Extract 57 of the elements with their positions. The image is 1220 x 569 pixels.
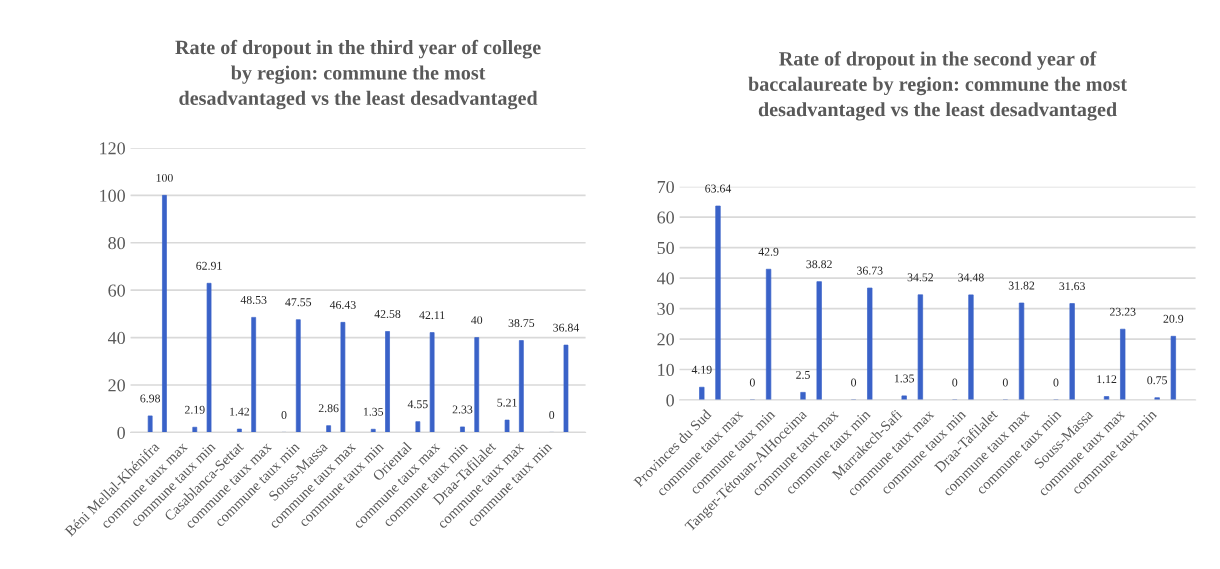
- y-tick-label: 100: [100, 189, 125, 202]
- data-label: 0: [1002, 378, 1008, 387]
- data-label: 48.53: [240, 295, 267, 304]
- data-label: 31.63: [1059, 282, 1085, 291]
- data-label: 20.9: [1163, 314, 1184, 323]
- data-label: 40: [471, 316, 483, 325]
- data-label: 0: [851, 378, 857, 387]
- data-label: 2.33: [452, 405, 473, 414]
- y-tick-label: 0: [117, 426, 125, 439]
- data-label: 31.82: [1008, 281, 1035, 290]
- data-label: 0.75: [1147, 376, 1168, 385]
- data-label: 2.86: [318, 404, 339, 413]
- y-tick-label: 60: [657, 211, 674, 224]
- data-label: 23.23: [1109, 307, 1136, 316]
- data-label: 1.35: [894, 374, 915, 383]
- y-tick-label: 0: [666, 394, 674, 407]
- data-label: 100: [156, 173, 173, 182]
- y-tick-label: 20: [108, 379, 125, 392]
- data-label: 0: [549, 410, 555, 419]
- data-label: 38.82: [806, 260, 832, 269]
- data-label: 0: [952, 378, 958, 387]
- data-label: 1.35: [363, 407, 384, 416]
- data-label: 0: [749, 378, 755, 387]
- data-label: 42.9: [758, 247, 779, 256]
- data-label: 0: [1053, 378, 1059, 387]
- data-label: 46.43: [329, 300, 356, 309]
- data-label: 34.48: [958, 273, 984, 282]
- data-label: 6.98: [140, 394, 161, 403]
- data-label: 5.21: [497, 398, 517, 407]
- data-label: 42.11: [419, 311, 445, 320]
- data-label: 62.91: [196, 261, 222, 270]
- y-tick-label: 70: [657, 180, 674, 194]
- chart-title: Rate of dropout in the third year of college by region: commune the most desadvantaged vs the least desadvantaged: [175, 39, 541, 110]
- data-label: 36.84: [553, 323, 580, 332]
- y-tick-label: 20: [657, 333, 674, 346]
- chart-title: Rate of dropout in the second year of baccalaureate by region: commune the most desadvantaged vs the least desadvantaged: [748, 51, 1128, 121]
- y-tick-label: 30: [657, 302, 674, 315]
- y-tick-label: 80: [108, 237, 125, 250]
- data-label: 2.5: [796, 370, 810, 379]
- data-label: 47.55: [285, 298, 312, 307]
- data-label: 2.19: [184, 405, 205, 414]
- data-label: 34.52: [907, 273, 933, 282]
- data-label: 0: [281, 410, 287, 419]
- y-tick-label: 40: [107, 331, 125, 345]
- data-label: 4.19: [691, 365, 712, 374]
- data-label: 38.75: [508, 319, 535, 328]
- data-label: 63.64: [705, 184, 732, 193]
- y-tick-label: 60: [108, 284, 125, 297]
- data-label: 1.42: [230, 407, 250, 416]
- data-label: 4.55: [407, 400, 428, 409]
- y-tick-label: 10: [658, 363, 674, 376]
- data-label: 1.12: [1097, 375, 1117, 384]
- y-tick-label: 120: [100, 142, 125, 155]
- y-tick-label: 40: [656, 272, 674, 285]
- data-label: 42.58: [374, 310, 401, 319]
- data-label: 36.73: [857, 266, 883, 275]
- y-tick-label: 50: [657, 241, 674, 255]
